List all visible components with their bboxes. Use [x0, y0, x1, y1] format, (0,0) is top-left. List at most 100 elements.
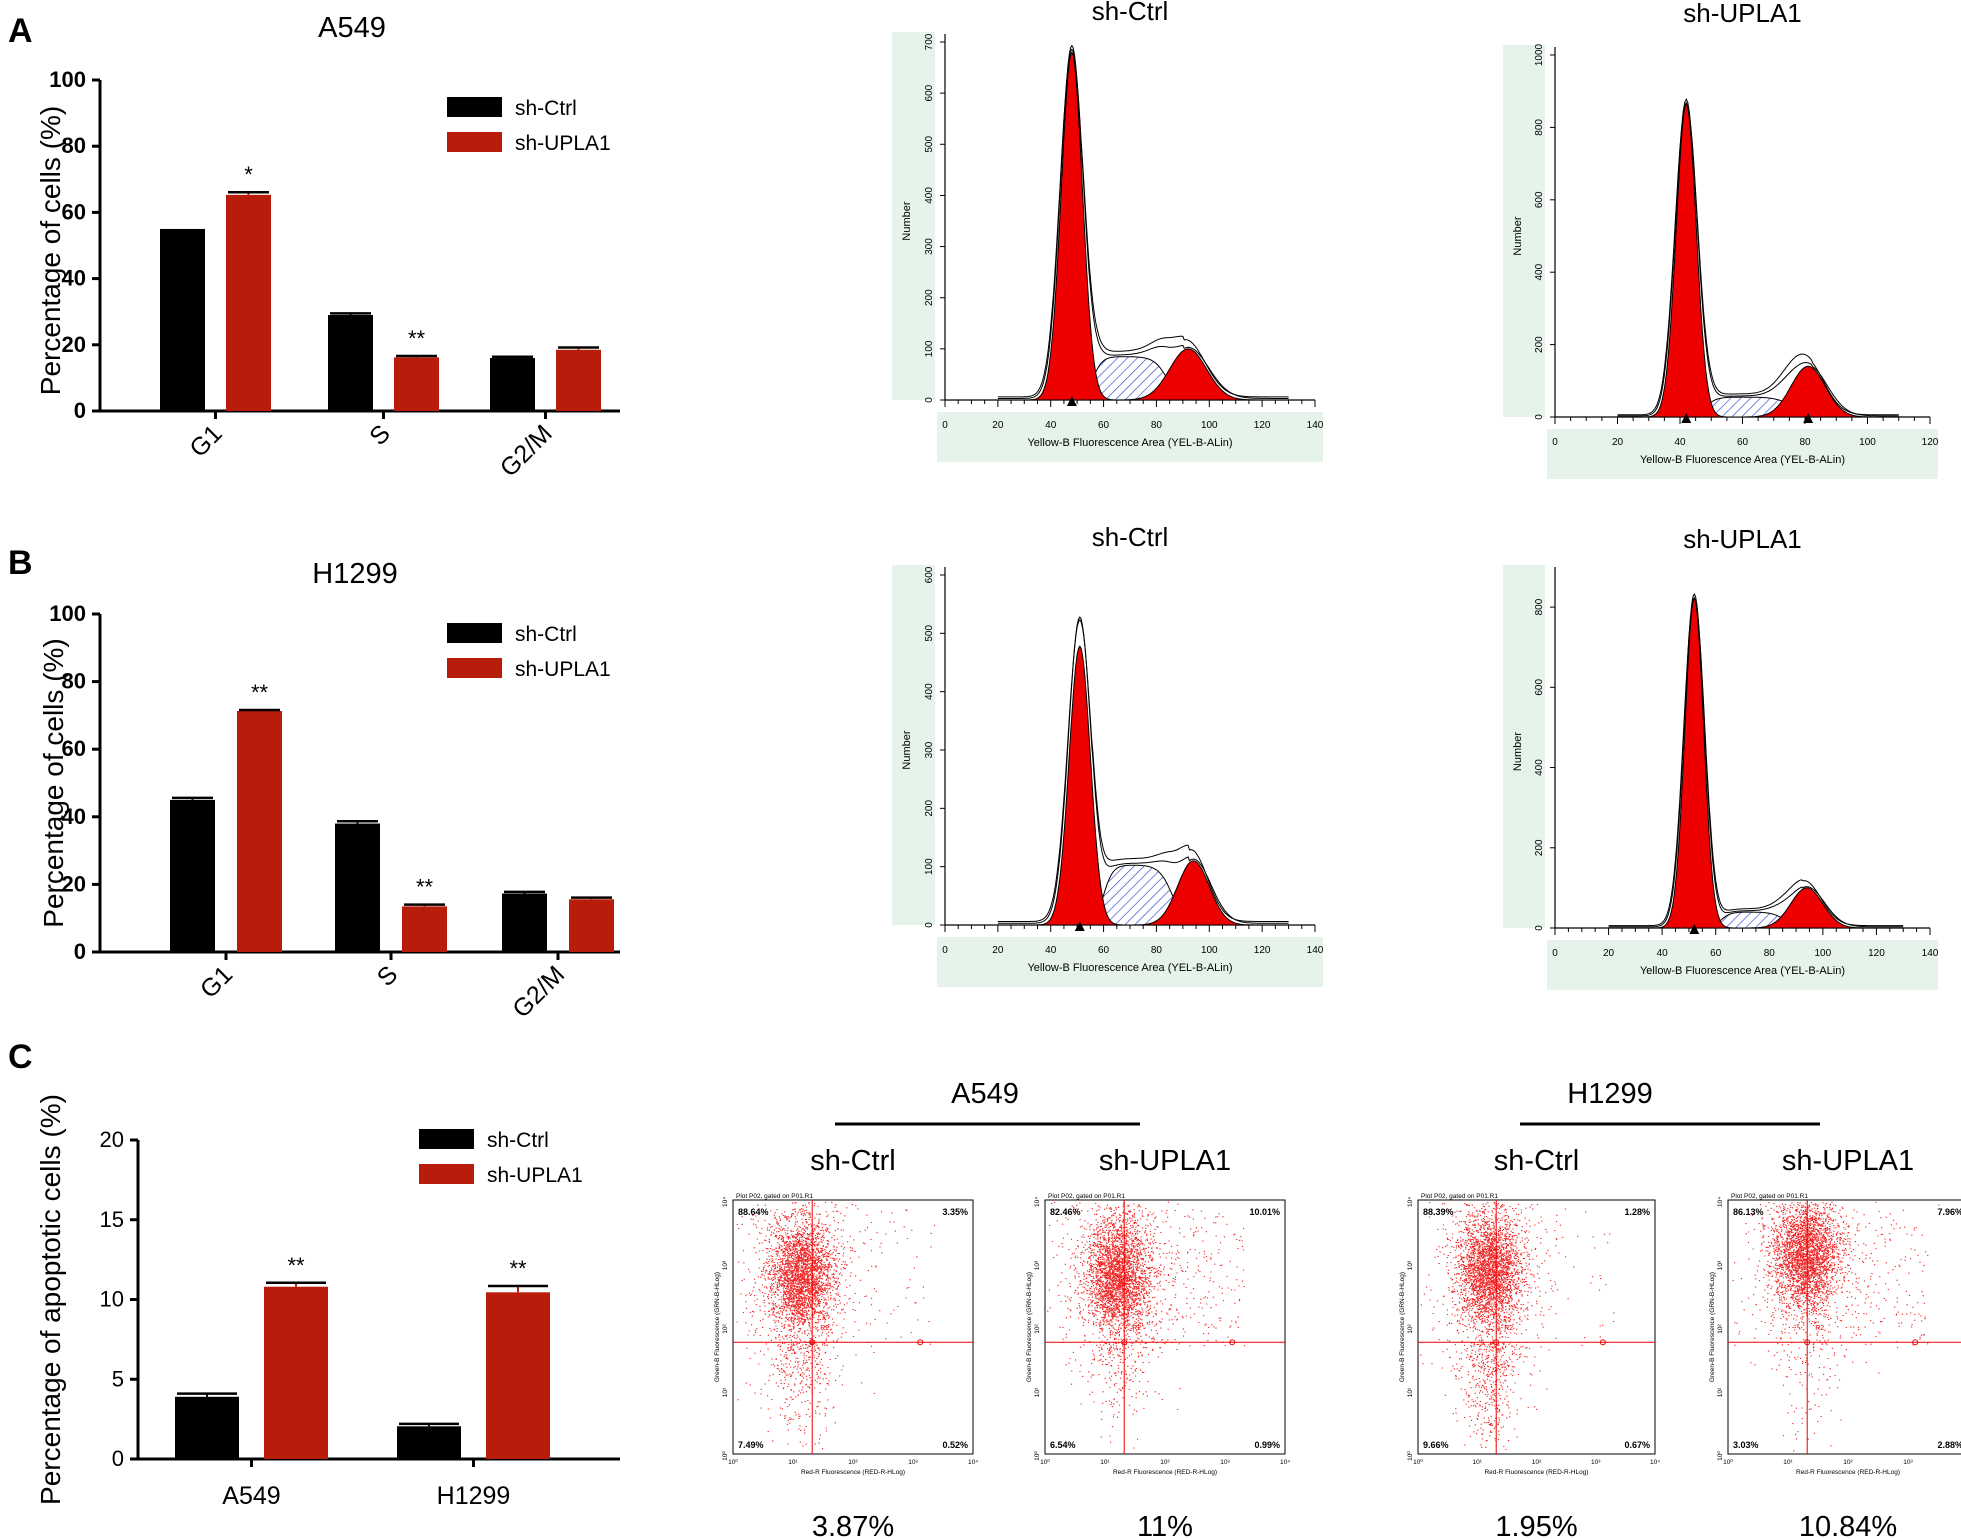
apoptosis-total-percent: 10.84%: [1799, 1511, 1897, 1539]
legend-label-sh-ctrl: sh-Ctrl: [487, 1129, 549, 1152]
histogram-title: sh-UPLA1: [1683, 524, 1802, 554]
peak-marker: [1074, 921, 1085, 931]
plot-frame: [1417, 1199, 1656, 1455]
y-tick-label: 60: [62, 736, 86, 761]
x-decade-label: 10⁴: [968, 1459, 978, 1466]
peak-marker: [1066, 396, 1077, 406]
x-decade-label: 10¹: [788, 1459, 798, 1466]
x-tick-label: 0: [942, 420, 948, 431]
x-tick-label: G2/M: [507, 960, 570, 1023]
y-tick-label: 800: [1534, 119, 1545, 136]
apoptosis-total-percent: 11%: [1137, 1511, 1193, 1539]
quadrant-ll: 3.03%: [1733, 1440, 1759, 1450]
apoptosis-total-percent: 3.87%: [812, 1511, 894, 1539]
quadrant-handle: [917, 1339, 924, 1346]
histogram-h1299-sh-ctrl: sh-Ctrl 0 100 200 300 400 500 600 0 20 40 60 80 100 12…: [892, 522, 1324, 987]
significance-mark: *: [244, 162, 253, 187]
y-tick-label: 0: [112, 1446, 124, 1471]
x-tick-label: 20: [1603, 948, 1615, 959]
bar-sh-ctrl-s: [328, 315, 373, 411]
y-tick-label: 40: [62, 266, 86, 291]
y-decade-label: 10⁰: [721, 1451, 729, 1461]
total-fit-curve: [997, 44, 1289, 399]
y-tick-label: 100: [49, 67, 86, 92]
x-tick-label: 0: [1552, 948, 1558, 959]
y-tick-label: 0: [1534, 925, 1545, 931]
y-tick-label: 40: [62, 804, 86, 829]
x-axis-panel: [937, 937, 1323, 987]
plot-header: Plot P02, gated on P01.R1: [1048, 1193, 1125, 1200]
x-tick-label: 0: [942, 945, 948, 956]
y-tick-label: 500: [924, 136, 935, 153]
x-decade-label: 10³: [908, 1459, 918, 1466]
apoptosis-total-percent: 1.95%: [1495, 1511, 1577, 1539]
g2-peak: [1114, 348, 1263, 401]
bar-sh-ctrl-g1: [170, 799, 215, 952]
y-axis-panel: [1503, 565, 1545, 928]
x-tick-label: 100: [1859, 437, 1876, 448]
quadrant-lr: 0.52%: [942, 1440, 968, 1450]
y-tick-label: 0: [924, 397, 935, 403]
quadrant-handle: [1912, 1339, 1919, 1346]
x-tick-label: 60: [1737, 437, 1749, 448]
y-axis-label: Green-B Fluorescence (GRN-B-HLog): [1709, 1272, 1716, 1382]
x-tick-label: 40: [1674, 437, 1686, 448]
quadrant-lr: 2.88%: [1937, 1440, 1961, 1450]
y-tick-label: 10: [100, 1287, 124, 1312]
x-tick-label: G1: [184, 419, 227, 462]
apoptosis-group-a549: A549: [951, 1078, 1019, 1110]
y-tick-label: 0: [924, 922, 935, 928]
panel-label-b: B: [8, 544, 33, 582]
x-decade-label: 10⁴: [1280, 1459, 1290, 1466]
bar-sh-upla1-g2-m: [556, 349, 601, 411]
y-decade-label: 10⁰: [1033, 1451, 1041, 1461]
y-tick-label: 0: [1534, 414, 1545, 420]
y-axis-label: Number: [1512, 732, 1524, 771]
x-tick-label: G2/M: [495, 419, 558, 482]
y-tick-label: 200: [924, 800, 935, 817]
dot-plot-a549-sh-ctrl: sh-Ctrl Plot P02, gated on P01.R1 R2 88.64%…: [714, 1145, 978, 1539]
y-tick-label: 600: [1534, 191, 1545, 208]
legend-swatch-sh-upla1: [447, 658, 502, 678]
x-axis-label: Red-R Fluorescence (RED-R-HLog): [1113, 1469, 1217, 1476]
quadrant-handle: [1121, 1339, 1128, 1346]
y-tick-label: 300: [924, 238, 935, 255]
x-tick-label: 40: [1657, 948, 1669, 959]
x-decade-label: 10⁴: [1650, 1459, 1660, 1466]
quadrant-lr: 0.99%: [1254, 1440, 1280, 1450]
quadrant-handle: [1804, 1339, 1811, 1346]
quadrant-lr: 0.67%: [1624, 1440, 1650, 1450]
y-decade-label: 10²: [1407, 1323, 1414, 1333]
quadrant-ul: 88.64%: [738, 1207, 769, 1217]
x-axis-label: Red-R Fluorescence (RED-R-HLog): [801, 1469, 905, 1476]
quadrant-handle: [1229, 1339, 1236, 1346]
y-tick-label: 300: [924, 741, 935, 758]
x-decade-label: 10²: [1843, 1459, 1853, 1466]
y-axis-label: Number: [901, 201, 913, 240]
quadrant-ul: 86.13%: [1733, 1207, 1764, 1217]
x-axis-panel: [1547, 940, 1938, 990]
x-tick-label: 60: [1098, 420, 1110, 431]
dot-plot-a549-sh-upla1: sh-UPLA1 Plot P02, gated on P01.R1 R2 82.46…: [1026, 1145, 1290, 1539]
y-decade-label: 10³: [1034, 1260, 1041, 1270]
significance-mark: **: [287, 1253, 305, 1278]
y-decade-label: 10⁴: [722, 1197, 729, 1207]
plot-frame: [732, 1199, 974, 1455]
peak-marker: [1689, 924, 1700, 934]
y-axis-label: Green-B Fluorescence (GRN-B-HLog): [1399, 1272, 1406, 1382]
y-axis-panel: [892, 32, 935, 400]
x-tick-label: 120: [1254, 945, 1271, 956]
peak-marker: [1681, 413, 1692, 423]
x-decade-label: 10²: [1160, 1459, 1170, 1466]
gate-label: R2: [1504, 1325, 1513, 1332]
y-tick-label: 60: [62, 199, 86, 224]
legend-swatch-sh-ctrl: [419, 1129, 474, 1149]
histogram-title: sh-UPLA1: [1683, 0, 1802, 28]
y-decade-label: 10³: [1717, 1260, 1724, 1270]
x-tick-label: 0: [1552, 437, 1558, 448]
dot-plot-title: sh-UPLA1: [1782, 1145, 1914, 1177]
y-tick-label: 200: [1534, 336, 1545, 353]
y-axis-label: Green-B Fluorescence (GRN-B-HLog): [714, 1272, 721, 1382]
bar-chart-h1299-cell-cycle: 0 20 40 60 80 100 Percentage of cells (%) H1299…: [38, 558, 620, 1023]
quadrant-ur: 3.35%: [942, 1207, 968, 1217]
